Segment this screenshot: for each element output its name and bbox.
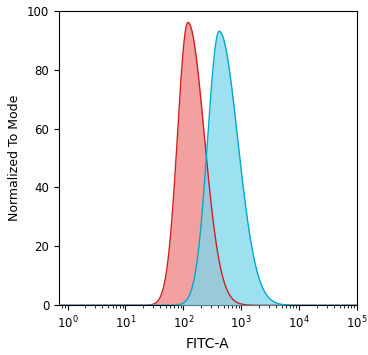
X-axis label: FITC-A: FITC-A: [186, 337, 230, 351]
Y-axis label: Normalized To Mode: Normalized To Mode: [8, 95, 21, 221]
